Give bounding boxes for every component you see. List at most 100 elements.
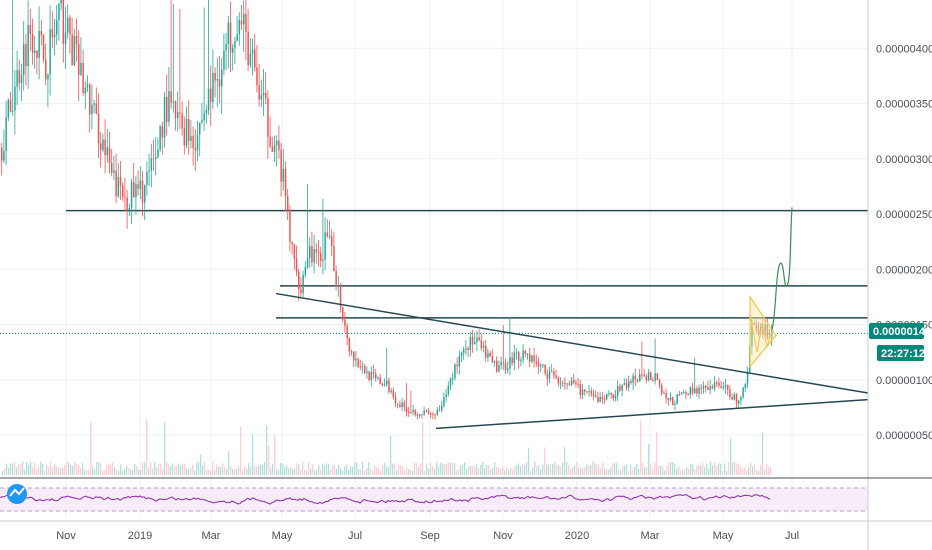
volume-bar	[632, 470, 634, 475]
volume-bar	[550, 464, 552, 475]
candle-body	[247, 31, 249, 66]
volume-bar	[518, 463, 520, 475]
volume-bar	[660, 465, 662, 475]
volume-bar	[334, 465, 336, 475]
candle-body	[570, 380, 573, 385]
volume-bar	[340, 468, 342, 475]
candle-body	[515, 352, 518, 354]
candle-body	[419, 414, 421, 416]
price-tags: 0.00000142 22:27:12	[869, 323, 931, 361]
candle-body	[168, 91, 170, 122]
candle-body	[526, 354, 529, 356]
volume-bar	[264, 462, 266, 475]
volume-bar	[586, 464, 588, 475]
countdown-tag	[877, 345, 924, 361]
candle-body	[260, 95, 263, 100]
volume-bar	[744, 467, 746, 475]
candle-body	[617, 386, 619, 396]
candle-body	[685, 392, 687, 394]
candle-body	[106, 147, 109, 156]
volume-bar	[402, 466, 404, 475]
volume-bar	[192, 464, 194, 475]
candle-body	[513, 352, 516, 364]
candle-body	[148, 170, 150, 173]
price-tick-label: 0.00000250	[876, 209, 932, 221]
candle-body	[265, 93, 267, 99]
candle-body	[9, 99, 12, 112]
candle-body	[496, 360, 498, 372]
candle-body	[51, 29, 54, 38]
candle-body	[614, 395, 617, 399]
volume-bar	[244, 466, 246, 475]
candle-body	[381, 383, 384, 386]
candle-body	[601, 397, 604, 400]
candle-body	[262, 93, 265, 96]
volume-bar	[590, 464, 592, 475]
volume-bar	[630, 464, 632, 475]
volume-bar	[742, 467, 744, 475]
candle-body	[432, 413, 434, 415]
volume-bar	[770, 467, 772, 475]
volume-bar	[432, 466, 434, 475]
candle-body	[221, 69, 223, 87]
volume-bar	[58, 466, 60, 475]
volume-bar	[98, 462, 100, 475]
volume-bar	[182, 463, 184, 475]
volume-bar	[170, 466, 172, 475]
candle-body	[449, 378, 452, 386]
volume-bar	[268, 446, 270, 475]
candle-body	[504, 363, 507, 371]
volume-bar	[100, 463, 102, 475]
volume-bar	[514, 466, 516, 475]
candle-body	[584, 389, 586, 392]
candle-body	[113, 170, 115, 173]
volume-bar	[588, 465, 590, 475]
volume-bar	[134, 463, 136, 475]
volume-bar	[684, 469, 686, 475]
volume-bar	[142, 462, 144, 475]
candle-body	[581, 389, 584, 396]
candlesticks	[1, 0, 773, 420]
volume-bar	[372, 470, 374, 475]
candle-body	[555, 375, 557, 378]
candle-body	[122, 185, 124, 197]
candle-body	[597, 397, 599, 402]
volume-bar	[692, 464, 694, 475]
last-price-label: 0.00000142	[873, 326, 931, 338]
volume-bar	[654, 462, 656, 475]
volume-bar	[186, 468, 188, 475]
candle-body	[489, 352, 491, 357]
volume-bar	[756, 469, 758, 475]
candle-body	[100, 143, 102, 151]
candle-body	[711, 386, 714, 389]
candle-body	[346, 325, 348, 339]
volume-bar	[424, 470, 426, 475]
volume-bar	[126, 465, 128, 475]
volume-bar	[494, 462, 496, 475]
candle-body	[383, 384, 386, 386]
candle-body	[588, 390, 590, 392]
volume-bar	[2, 470, 4, 475]
volume-bar	[396, 470, 398, 475]
volume-bar	[338, 464, 340, 475]
candle-body	[485, 345, 487, 358]
candle-body	[445, 394, 447, 398]
candle-body	[771, 328, 773, 339]
candle-body	[500, 362, 502, 366]
volume-bar	[754, 464, 756, 475]
candle-body	[84, 87, 87, 94]
volume-bar	[102, 470, 104, 475]
candle-body	[680, 392, 683, 395]
volume-bar	[60, 467, 62, 475]
candle-body	[480, 340, 483, 348]
time-tick-label: 2019	[128, 530, 152, 542]
volume-bar	[768, 466, 770, 475]
volume-bar	[724, 463, 726, 475]
volume-bar	[62, 467, 64, 475]
candle-body	[524, 350, 527, 355]
volume-bar	[420, 463, 422, 475]
volume-bar	[360, 469, 362, 475]
candle-body	[590, 390, 593, 395]
volume-bar	[206, 469, 208, 475]
